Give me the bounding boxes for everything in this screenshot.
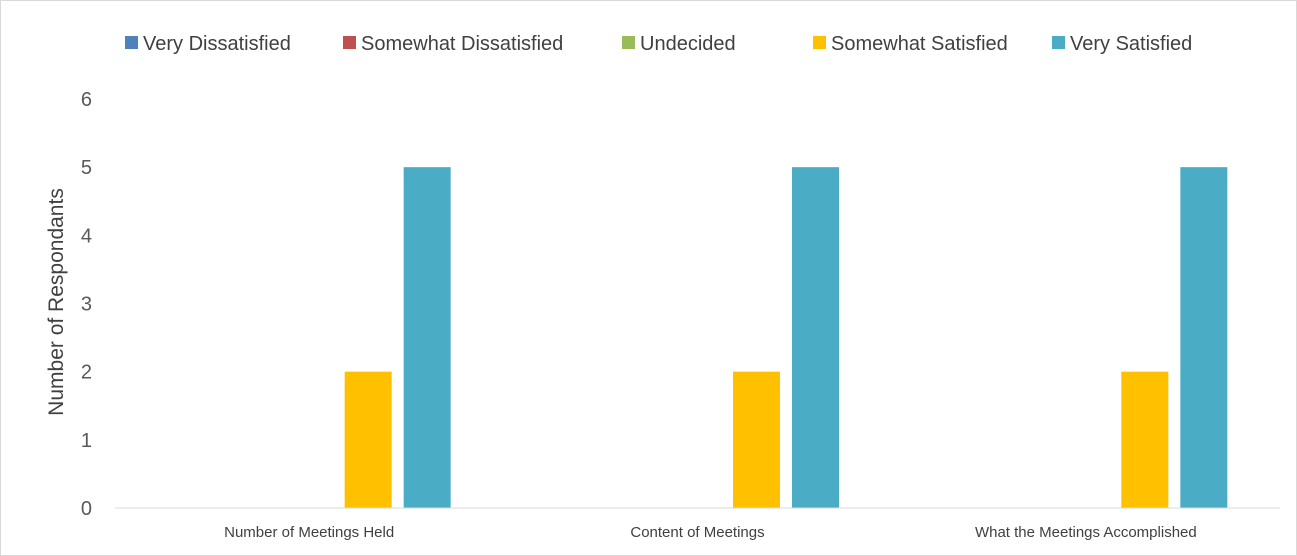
y-tick-label: 3 xyxy=(81,294,92,316)
legend: Very Dissatisfied Somewhat Dissatisfied Un… xyxy=(125,33,1192,55)
legend-swatch-somewhat-dissatisfied xyxy=(343,36,356,49)
legend-label-somewhat-satisfied: Somewhat Satisfied xyxy=(831,33,1008,55)
legend-label-undecided: Undecided xyxy=(640,33,736,55)
legend-swatch-somewhat-satisfied xyxy=(813,36,826,49)
y-axis-title: Number of Respondants xyxy=(45,188,68,416)
legend-swatch-very-dissatisfied xyxy=(125,36,138,49)
y-tick-label: 2 xyxy=(81,362,92,384)
bar-very-satisfied-what-the-meetings-accomplished xyxy=(1180,167,1228,508)
bar-very-satisfied-content-of-meetings xyxy=(792,167,839,508)
y-tick-label: 4 xyxy=(81,225,92,247)
x-axis-labels: Number of Meetings Held Content of Meetin… xyxy=(224,524,1197,541)
y-tick-label: 1 xyxy=(81,430,92,452)
x-tick-label: What the Meetings Accomplished xyxy=(975,524,1197,541)
legend-label-somewhat-dissatisfied: Somewhat Dissatisfied xyxy=(361,33,563,55)
y-tick-label: 0 xyxy=(81,498,92,520)
legend-label-very-satisfied: Very Satisfied xyxy=(1070,33,1192,55)
y-tick-label: 6 xyxy=(81,89,92,111)
legend-label-very-dissatisfied: Very Dissatisfied xyxy=(143,33,291,55)
y-axis-ticks: 0 1 2 3 4 5 6 xyxy=(81,89,92,520)
bar-very-satisfied-number-of-meetings-held xyxy=(403,167,451,508)
bar-somewhat-satisfied-number-of-meetings-held xyxy=(344,371,392,508)
y-tick-label: 5 xyxy=(81,157,92,179)
legend-swatch-undecided xyxy=(622,36,635,49)
bar-somewhat-satisfied-content-of-meetings xyxy=(733,371,780,508)
bar-somewhat-satisfied-what-the-meetings-accomplished xyxy=(1121,371,1169,508)
bars xyxy=(344,167,1228,508)
x-tick-label: Number of Meetings Held xyxy=(224,524,394,541)
legend-swatch-very-satisfied xyxy=(1052,36,1065,49)
x-tick-label: Content of Meetings xyxy=(630,524,764,541)
